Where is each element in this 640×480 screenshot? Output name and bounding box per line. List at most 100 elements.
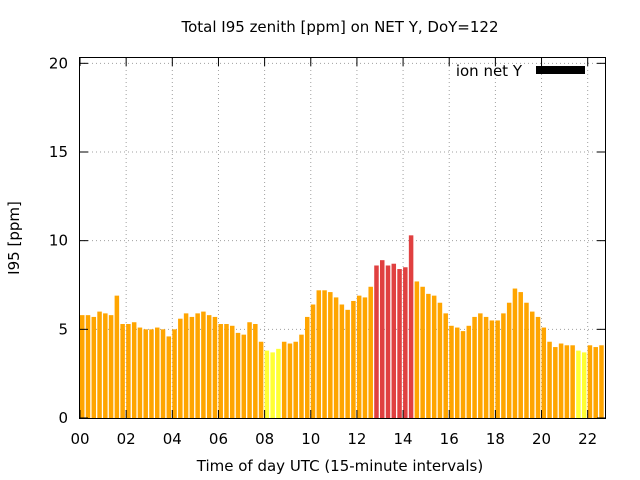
bar: [403, 267, 408, 418]
legend-swatch: [536, 66, 585, 74]
bar: [472, 316, 477, 418]
legend-label: ion net Y: [456, 62, 523, 80]
plot-frame: [79, 57, 606, 419]
bar: [131, 322, 137, 418]
bar: [218, 324, 223, 418]
x-tick-label: 02: [117, 430, 136, 448]
bar: [91, 316, 97, 418]
bar: [241, 334, 247, 418]
bar: [437, 302, 443, 418]
bar: [339, 304, 345, 418]
bar: [114, 295, 120, 418]
bar: [483, 316, 489, 418]
bar: [322, 290, 327, 418]
bar: [356, 295, 362, 418]
bar: [316, 290, 322, 418]
bar: [155, 327, 160, 418]
bar: [299, 334, 304, 418]
bar: [530, 311, 535, 418]
bar: [362, 297, 368, 418]
bar: [466, 325, 472, 418]
bar: [97, 311, 102, 418]
bar: [368, 286, 373, 418]
bar: [524, 302, 529, 418]
bar: [576, 350, 581, 418]
bar: [287, 343, 293, 418]
bars: [80, 235, 604, 418]
bar: [380, 260, 385, 418]
bar: [212, 316, 218, 418]
bar: [160, 329, 166, 418]
bar: [258, 341, 264, 418]
bar: [460, 331, 466, 418]
bar: [478, 313, 483, 418]
bar: [599, 345, 604, 418]
bar: [397, 269, 402, 418]
bar: [581, 352, 587, 418]
bar: [183, 313, 189, 418]
bar: [149, 329, 154, 418]
bar: [247, 322, 252, 418]
bar: [166, 336, 172, 418]
x-tick-label: 14: [394, 430, 413, 448]
bar: [426, 293, 431, 418]
ticks: [79, 58, 605, 419]
y-tick-label: 10: [49, 232, 68, 250]
bar: [408, 235, 414, 418]
bar: [235, 332, 241, 418]
bar: [195, 313, 200, 418]
x-tick-label: 16: [440, 430, 459, 448]
bar: [558, 343, 564, 418]
bar: [276, 348, 281, 418]
bar: [570, 345, 575, 418]
x-tick-label: 06: [209, 430, 228, 448]
bar: [305, 316, 310, 418]
bar: [103, 313, 108, 418]
bar: [443, 313, 448, 418]
bar: [501, 313, 506, 418]
x-tick-label: 10: [301, 430, 320, 448]
bar: [253, 324, 258, 418]
bar: [328, 292, 333, 418]
bar: [281, 341, 287, 418]
y-tick-label: 20: [49, 54, 68, 72]
bar: [172, 329, 177, 418]
x-tick-label: 18: [486, 430, 505, 448]
bar: [385, 265, 391, 418]
x-tick-label: 22: [578, 430, 597, 448]
bar: [206, 315, 212, 418]
bar: [431, 295, 437, 418]
bar: [189, 316, 195, 418]
y-tick-labels: 0 5 10 15 20: [49, 54, 68, 427]
bar: [506, 302, 512, 418]
bar: [80, 315, 85, 418]
chart-title: Total I95 zenith [ppm] on NET Y, DoY=122: [180, 18, 498, 36]
bar: [541, 327, 547, 418]
bar: [137, 327, 143, 418]
y-tick-label: 0: [58, 409, 68, 427]
x-tick-label: 20: [532, 430, 551, 448]
bar: [201, 311, 206, 418]
x-axis-label: Time of day UTC (15-minute intervals): [196, 457, 483, 475]
bar: [293, 341, 298, 418]
x-tick-label: 12: [347, 430, 366, 448]
bar: [345, 309, 350, 418]
bar: [495, 320, 500, 418]
bar: [310, 304, 316, 418]
bar: [224, 324, 229, 418]
bar: [264, 350, 270, 418]
bar: [593, 347, 598, 418]
bar: [374, 265, 379, 418]
bar: [85, 315, 91, 418]
bar: [449, 325, 454, 418]
bar: [126, 324, 131, 418]
bar: [178, 318, 183, 418]
bar: [414, 281, 420, 418]
bar: [455, 327, 460, 418]
bar: [391, 263, 397, 418]
bar: [547, 341, 552, 418]
bar: [108, 315, 114, 418]
bar: [564, 345, 570, 418]
bar: [120, 324, 125, 418]
